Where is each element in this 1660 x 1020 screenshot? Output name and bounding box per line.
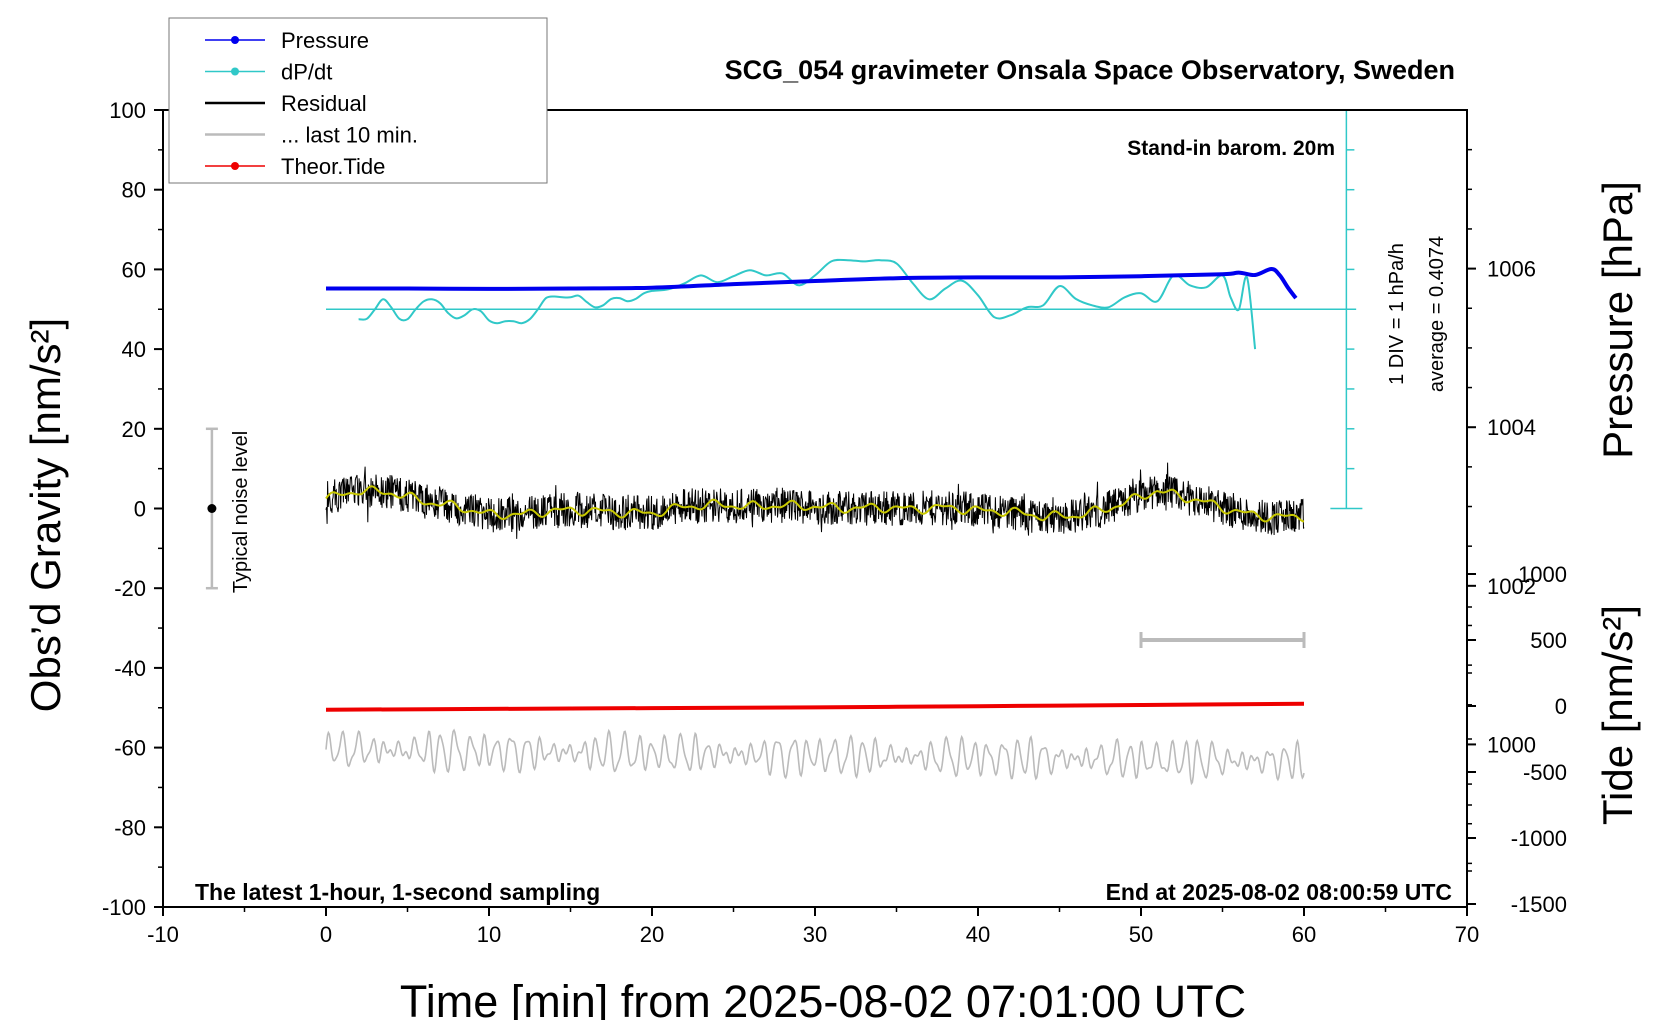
y-tick-label: 80 (122, 178, 146, 203)
legend-marker (231, 36, 239, 44)
end-note: End at 2025-08-02 08:00:59 UTC (1106, 879, 1452, 905)
pressure-tick-label: 1002 (1487, 574, 1536, 599)
tide-tick-label: 1000 (1518, 562, 1567, 587)
x-tick-label: 40 (966, 922, 990, 947)
pressure-tick-label: 1000 (1487, 732, 1536, 757)
y-tick-label: 60 (122, 257, 146, 282)
legend-marker (231, 162, 239, 170)
x-tick-label: 60 (1292, 922, 1316, 947)
y-tick-label: 0 (134, 497, 146, 522)
legend: Pressure dP/dt Residual ... last 10 min. The… (168, 17, 548, 184)
y-tick-label: 100 (109, 98, 146, 123)
div-note: 1 DIV = 1 hPa/h (1386, 243, 1408, 385)
y-tick-label: -20 (114, 576, 146, 601)
noise-bar-center (207, 504, 217, 513)
x-tick-label: 20 (640, 922, 664, 947)
tide-tick-label: -1000 (1511, 826, 1567, 851)
legend-label: Theor.Tide (281, 154, 385, 179)
legend-label: dP/dt (281, 60, 332, 85)
y-axis-label-tide: Tide [nm/s²] (1594, 605, 1641, 825)
y-tick-label: 20 (122, 417, 146, 442)
chart-title: SCG_054 gravimeter Onsala Space Observat… (725, 55, 1455, 85)
y-tick-label: -40 (114, 656, 146, 681)
x-tick-label: 50 (1129, 922, 1153, 947)
legend-marker (231, 67, 239, 76)
y-tick-label: -100 (102, 895, 146, 920)
y-tick-label: -60 (114, 736, 146, 761)
y-tick-label: 40 (122, 337, 146, 362)
tide-tick-label: 500 (1530, 628, 1567, 653)
x-tick-label: 0 (320, 922, 332, 947)
x-axis-label: Time [min] from 2025-08-02 07:01:00 UTC (400, 976, 1246, 1020)
y-axis-label-pressure: Pressure [hPa] (1594, 181, 1641, 459)
theor-tide-series (325, 701, 1305, 712)
x-tick-label: 10 (477, 922, 501, 947)
legend-label: ... last 10 min. (281, 123, 418, 148)
x-tick-label: 70 (1455, 922, 1479, 947)
noise-level-label: Typical noise level (230, 431, 252, 593)
tide-tick-label: -1500 (1511, 892, 1567, 917)
tide-tick-label: 0 (1555, 694, 1567, 719)
x-tick-label: -10 (147, 922, 179, 947)
residual-series (325, 462, 1305, 539)
pressure-series (326, 266, 1298, 300)
latest-note: The latest 1-hour, 1-second sampling (195, 879, 600, 905)
average-note: average = 0.4074 (1426, 236, 1448, 392)
pressure-tick-label: 1006 (1487, 257, 1536, 282)
residual-smoothed-series (325, 485, 1305, 523)
barometer-note: Stand-in barom. 20m (1127, 137, 1335, 160)
y-axis-label-left: Obs’d Gravity [nm/s²] (22, 318, 69, 712)
legend-label: Residual (281, 91, 367, 116)
y-tick-label: -80 (114, 815, 146, 840)
legend-label: Pressure (281, 28, 369, 53)
tide-tick-label: -500 (1523, 760, 1567, 785)
last-10-min-series (325, 728, 1305, 786)
x-tick-label: 30 (803, 922, 827, 947)
pressure-tick-label: 1004 (1487, 415, 1536, 440)
